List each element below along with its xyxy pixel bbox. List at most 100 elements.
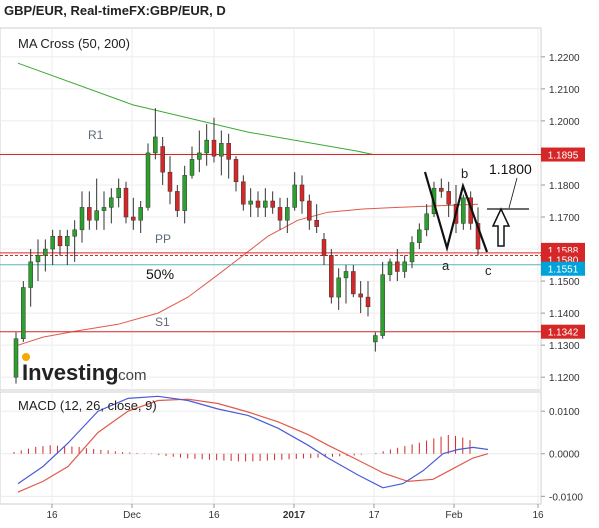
macd-grid [0, 392, 541, 504]
x-tick-label: 16 [46, 510, 58, 521]
price-badge-label: 1.1342 [548, 328, 579, 339]
target-pointer-line [508, 177, 518, 209]
candle-body [211, 139, 217, 157]
candle-body [365, 296, 371, 307]
time-axis: 16 Dec 16 2017 17 Feb 16 [46, 504, 544, 521]
main-price-panel [0, 27, 542, 391]
candle-body [255, 200, 261, 208]
candle-body [241, 181, 246, 205]
candle-body [277, 207, 283, 221]
pp-label: PP [155, 232, 171, 246]
candle-body [336, 277, 341, 298]
candle-body [21, 287, 26, 339]
macd-histogram [13, 435, 471, 462]
candle-body [417, 229, 422, 243]
macd-line [17, 395, 489, 489]
candle-body [57, 235, 63, 247]
candle-body [138, 207, 143, 221]
candle-body [292, 184, 297, 208]
y-tick-label: 1.1800 [549, 181, 580, 192]
candle-body [43, 248, 48, 256]
y-tick-label: 1.1400 [549, 309, 580, 320]
candle-body [79, 207, 85, 231]
wave-b-label: b [461, 166, 468, 181]
wave-drawings [423, 171, 529, 253]
candle-body [204, 139, 209, 154]
candle-body [263, 200, 268, 208]
y-tick-label: 1.2200 [549, 53, 580, 64]
candle-body [94, 210, 99, 221]
candle-body [314, 219, 319, 227]
y-tick-label: 1.1300 [549, 341, 580, 352]
candle-body [101, 207, 107, 211]
chart-title: GBP/EUR, Real-timeFX:GBP/EUR, D [4, 3, 226, 18]
candle-body [351, 271, 356, 295]
logo-suffix: .com [114, 367, 147, 384]
candle-body [343, 271, 349, 279]
y-tick-label: 1.2000 [549, 117, 580, 128]
candle-body [160, 146, 165, 173]
candle-body [13, 338, 19, 378]
candle-body [72, 229, 77, 237]
candle-body [167, 171, 173, 192]
candle-body [461, 197, 466, 224]
x-tick-label: 2017 [283, 510, 306, 521]
candle-body [233, 159, 239, 183]
wave-a-label: a [442, 258, 450, 273]
candle-body [402, 261, 407, 272]
candle-body [65, 235, 70, 247]
macd-y-tick-label: -0.0100 [549, 492, 583, 503]
candle-body [50, 235, 55, 250]
candle-body [446, 191, 451, 205]
candle-body [87, 207, 92, 221]
candle-body [424, 213, 429, 231]
wave-c-label: c [485, 263, 492, 278]
y-tick-label: 1.2100 [549, 85, 580, 96]
candle-body [109, 197, 114, 208]
candle-body [197, 152, 202, 160]
candle-body [387, 261, 393, 275]
x-tick-label: Feb [445, 510, 463, 521]
wave-zigzag-line [423, 171, 489, 253]
price-badge-label: 1.1895 [548, 151, 579, 162]
macd-lines [17, 395, 489, 493]
price-badge-label: 1.1580 [548, 255, 579, 266]
y-tick-label: 1.1500 [549, 277, 580, 288]
up-arrow-icon [491, 207, 511, 247]
candle-body [175, 191, 180, 211]
fifty-percent-label: 50% [146, 266, 174, 282]
logo-text: Investing [22, 360, 119, 385]
ma-200-line [17, 62, 374, 155]
candle-body [409, 242, 415, 263]
logo-dot-icon [22, 353, 30, 361]
candle-body [380, 274, 385, 336]
x-tick-label: Dec [123, 510, 141, 521]
candle-body [285, 207, 290, 221]
candle-body [329, 255, 334, 298]
candle-body [321, 239, 327, 256]
candle-body [373, 335, 378, 343]
y-tick-label: 1.1200 [549, 373, 580, 384]
macd-label: MACD (12, 26, close, 9) [18, 398, 157, 413]
macd-y-tick-label: 0.0100 [549, 407, 580, 418]
target-label: 1.1800 [489, 161, 532, 177]
price-badge [541, 261, 585, 276]
macd-axis: 0.0100 0.0000 -0.0100 [541, 407, 583, 503]
macd-panel [0, 391, 542, 505]
candle-body [182, 175, 187, 211]
candle-body [189, 159, 195, 176]
price-badge-label: 1.1551 [548, 265, 579, 276]
x-tick-label: 17 [368, 510, 380, 521]
candle-body [395, 261, 400, 272]
candle-body [35, 255, 41, 263]
x-tick-label: 16 [532, 510, 544, 521]
x-tick-label: 16 [208, 510, 220, 521]
candle-body [226, 143, 231, 160]
candle-body [219, 143, 224, 157]
candle-body [28, 261, 33, 288]
candlesticks [13, 108, 481, 384]
r1-label: R1 [88, 128, 104, 142]
candle-body [248, 200, 253, 205]
